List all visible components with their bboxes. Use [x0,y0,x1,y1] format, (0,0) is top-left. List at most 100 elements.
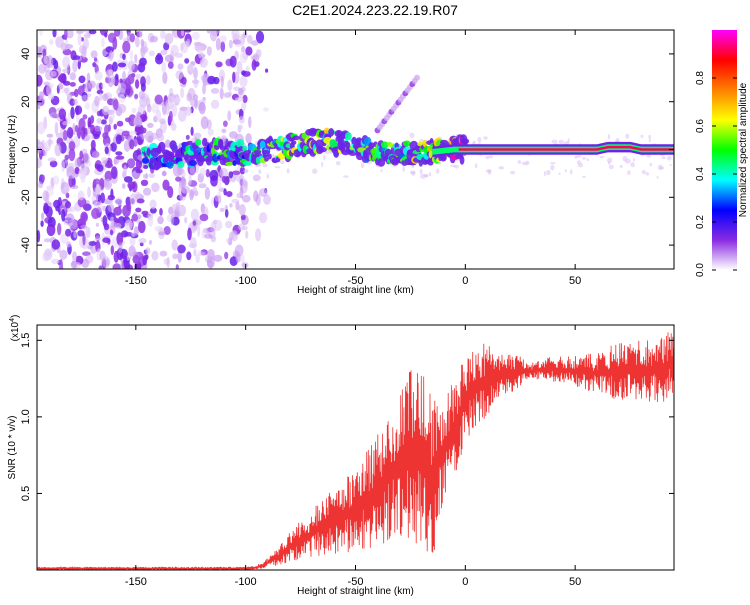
noise-speckle [238,116,245,124]
noise-speckle [82,251,91,256]
noise-speckle [177,109,187,122]
noise-speckle [238,204,246,216]
noise-speckle [46,133,54,138]
ridge-blob [427,158,434,166]
y-tick-label: 0.5 [20,486,32,501]
noise-speckle [40,220,44,227]
noise-speckle [241,45,246,53]
noise-speckle [95,222,99,227]
ridge-blob [459,155,465,165]
noise-speckle [73,98,78,106]
x-axis-label: Height of straight line (km) [297,285,414,296]
noise-speckle [193,132,202,139]
noise-speckle [242,94,248,104]
y-tick-label: 1.5 [20,333,32,348]
noise-speckle [253,190,259,202]
noise-speckle [78,168,88,179]
noise-speckle [115,222,122,229]
noise-speckle [193,248,197,257]
noise-speckle [103,223,110,231]
noise-speckle [70,260,78,269]
noise-speckle [255,30,265,44]
noise-speckle [246,34,253,44]
noise-speckle [641,170,646,175]
ridge-blob [333,148,340,158]
noise-speckle [68,219,78,230]
noise-speckle [564,169,567,173]
y-tick-label: -40 [20,237,32,253]
noise-speckle [45,69,54,81]
noise-speckle [224,209,229,218]
noise-speckle [147,135,154,144]
noise-speckle [37,46,41,58]
noise-speckle [225,220,233,229]
noise-speckle [238,174,245,187]
noise-speckle [248,116,252,129]
ridge-blob [402,140,411,147]
noise-speckle [204,187,211,200]
noise-speckle [607,134,611,140]
noise-speckle [202,73,208,87]
x-tick-label: 50 [569,576,581,588]
noise-speckle [619,164,623,168]
noise-speckle [136,198,145,204]
noise-speckle [258,188,268,197]
noise-speckle [52,30,57,38]
noise-speckle [168,110,173,123]
noise-speckle [83,152,90,165]
noise-speckle [55,132,64,139]
noise-speckle [140,46,149,53]
ridge-blob [143,165,149,169]
noise-speckle [263,107,269,112]
noise-speckle [159,250,168,257]
noise-speckle [204,233,213,239]
noise-speckle [263,194,271,205]
noise-speckle [197,224,201,237]
noise-speckle [112,37,118,50]
noise-speckle [70,106,75,120]
noise-speckle [509,170,516,175]
secondary-trace-blob [414,74,420,81]
noise-speckle [122,204,131,218]
snr-series-line [37,332,674,570]
noise-speckle [669,163,672,167]
noise-speckle [156,133,165,142]
noise-speckle [132,254,140,264]
noise-speckle [245,133,252,144]
noise-speckle [142,174,147,179]
noise-speckle [191,31,200,40]
noise-speckle [252,174,261,182]
colorbar-gradient [712,30,737,270]
noise-speckle [380,169,383,173]
noise-speckle [544,171,546,177]
noise-speckle [223,92,232,98]
noise-speckle [87,186,91,198]
x-tick-label: 0 [462,275,468,287]
noise-speckle [192,186,197,195]
noise-speckle [343,175,349,178]
noise-speckle [118,82,127,93]
colorbar-label: Normalized spectral amplitude [738,82,749,217]
noise-speckle [360,162,365,169]
noise-speckle [167,186,174,198]
noise-speckle [134,191,142,199]
noise-speckle [181,186,191,194]
noise-speckle [66,127,74,139]
noise-speckle [110,245,115,256]
noise-speckle [102,105,110,116]
noise-speckle [228,39,233,49]
noise-speckle [145,247,151,255]
snr-marks [37,332,674,570]
noise-speckle [550,164,555,171]
noise-speckle [47,226,54,231]
noise-speckle [483,136,488,140]
noise-speckle [134,93,139,100]
noise-speckle [159,208,163,216]
noise-speckle [66,241,72,248]
noise-speckle [129,193,136,206]
noise-speckle [648,138,651,143]
ridge-blob [171,143,178,153]
noise-speckle [135,207,142,213]
noise-speckle [550,161,556,165]
noise-speckle [37,158,42,169]
